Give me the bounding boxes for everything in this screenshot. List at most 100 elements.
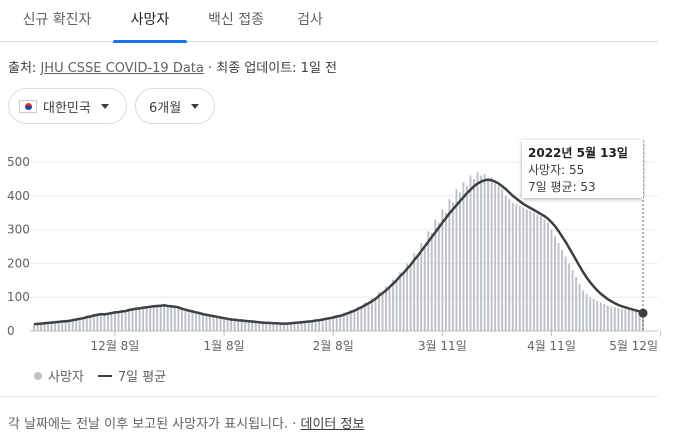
death-bar (57, 320, 60, 331)
y-axis-ticks: 0 100 200 300 400 500 (7, 155, 30, 338)
death-bar (92, 314, 95, 331)
tab-new-cases[interactable]: 신규 확진자 (22, 12, 92, 28)
y-tick-label: 500 (7, 155, 30, 169)
death-bar (522, 207, 525, 331)
death-bar (539, 216, 542, 331)
death-bar (113, 311, 116, 331)
death-bar (374, 298, 377, 331)
legend-average: 7일 평균 (117, 370, 167, 385)
death-bar (75, 319, 78, 331)
death-bar (237, 320, 240, 331)
death-bar (627, 310, 630, 331)
death-bar (444, 212, 447, 331)
death-bar (212, 316, 215, 331)
x-tick-label: 5월 12일 (609, 339, 658, 353)
death-bar (599, 302, 602, 331)
tab-deaths[interactable]: 사망자 (113, 0, 187, 43)
death-bar (606, 305, 609, 331)
death-bar (166, 307, 169, 331)
death-bar (54, 322, 57, 331)
death-bar (82, 318, 85, 331)
death-bar (209, 316, 211, 331)
death-bar (455, 189, 458, 331)
period-label: 6개월 (149, 100, 182, 116)
country-dropdown[interactable]: 대한민국 (8, 88, 127, 124)
death-bar (47, 322, 50, 331)
death-bar (557, 243, 560, 331)
death-bar (124, 311, 127, 331)
death-bar (360, 307, 363, 331)
x-tick-label: 3월 11일 (418, 339, 467, 353)
death-bar (624, 309, 627, 331)
source-link[interactable]: JHU CSSE COVID-19 Data (40, 61, 204, 76)
death-bar (381, 293, 384, 331)
death-bar (311, 321, 314, 331)
death-bar (392, 279, 395, 331)
death-bar (184, 310, 187, 331)
death-bar (43, 322, 46, 331)
death-bar (356, 306, 359, 331)
death-bar (434, 219, 437, 331)
death-bar (349, 310, 352, 331)
data-info-link[interactable]: 데이터 정보 (300, 417, 365, 432)
death-bar (96, 314, 99, 331)
death-bar (230, 319, 233, 331)
death-bar (427, 231, 430, 331)
death-bar (388, 287, 391, 331)
death-bar (483, 173, 486, 331)
death-bar (258, 322, 261, 331)
korea-flag-icon (19, 99, 37, 113)
death-bar (99, 313, 102, 331)
death-bar (466, 185, 468, 331)
death-bar (64, 319, 67, 331)
caret-down-icon (191, 103, 200, 109)
line-legend-swatch (97, 374, 112, 377)
y-tick-label: 400 (7, 189, 30, 203)
bar-legend-swatch (34, 371, 42, 380)
death-bar (451, 202, 454, 331)
deaths-chart[interactable]: 0 100 200 300 400 500 12월 8일 1월 8일 2월 8일 3월 11일 4… (0, 140, 685, 356)
death-bar (430, 232, 433, 331)
death-bar (518, 205, 521, 331)
death-bar (216, 317, 219, 331)
death-bar (473, 178, 475, 331)
death-bar (275, 323, 278, 331)
x-tick-label: 12월 8일 (91, 339, 140, 353)
x-axis-ticks: 12월 8일 1월 8일 2월 8일 3월 11일 4월 11일 5월 12일 (91, 331, 662, 353)
death-bar (85, 315, 88, 331)
death-bar (145, 308, 148, 331)
death-bar (247, 321, 250, 331)
death-bar (564, 256, 567, 331)
death-bar (339, 315, 342, 331)
y-tick-label: 300 (7, 223, 30, 237)
death-bar (620, 308, 623, 331)
death-bar (543, 219, 546, 331)
death-bar (89, 316, 92, 331)
death-bar (378, 292, 380, 331)
death-bar (314, 319, 317, 331)
death-bar (613, 307, 616, 331)
death-bar (589, 297, 592, 331)
period-dropdown[interactable]: 6개월 (135, 88, 215, 124)
death-bar (416, 254, 419, 331)
death-bar (251, 322, 254, 331)
death-bar (490, 177, 493, 331)
tab-vaccinations[interactable]: 백신 접종 (208, 12, 264, 28)
death-bar (223, 318, 226, 331)
x-tick-label: 1월 8일 (204, 339, 245, 353)
death-bar (634, 311, 637, 331)
death-bar (233, 320, 236, 331)
death-bar (370, 297, 373, 331)
death-bar (409, 265, 412, 331)
chart-legend: 사망자 7일 평균 (34, 366, 166, 385)
death-bar (441, 209, 444, 331)
tab-tests[interactable]: 검사 (297, 12, 323, 28)
death-bar (367, 303, 370, 331)
death-bar (554, 236, 556, 331)
tooltip-date: 2022년 5월 13일 (528, 146, 628, 160)
death-bar (198, 313, 201, 331)
death-bar (142, 306, 145, 331)
death-bar (279, 323, 282, 331)
death-bar (180, 310, 183, 331)
death-bar (550, 229, 553, 331)
